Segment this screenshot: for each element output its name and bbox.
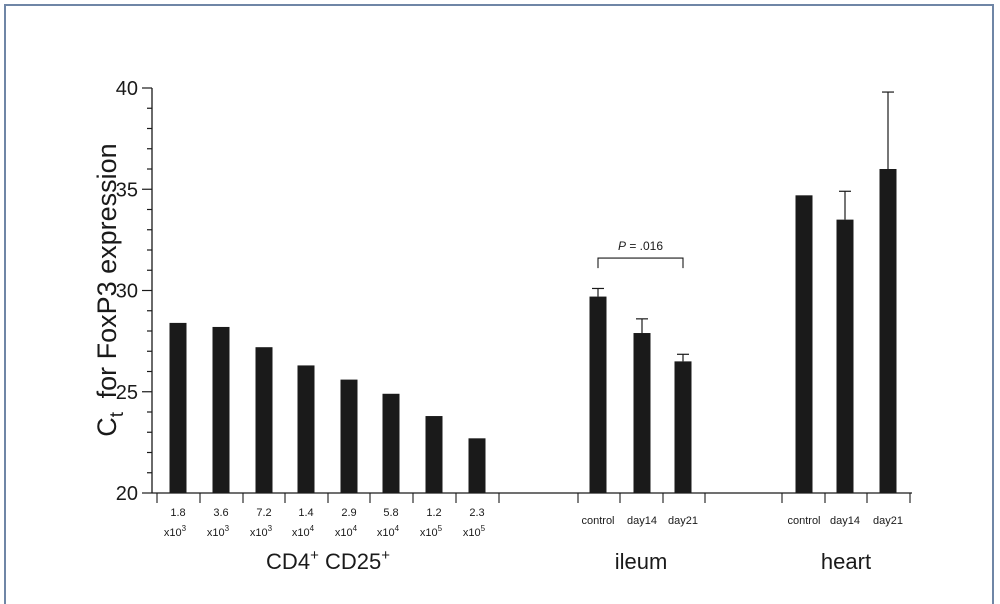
y-tick-label: 35 <box>116 179 138 201</box>
p-value-label: P = .016 <box>618 239 663 253</box>
x-category-label-exp: x105 <box>420 524 443 539</box>
x-category-label: 3.6 <box>213 507 228 519</box>
x-category-label-exp: x103 <box>250 524 273 539</box>
x-category-label: 2.3 <box>469 507 484 519</box>
x-category-label: control <box>787 515 820 527</box>
x-category-label: day14 <box>830 515 860 527</box>
x-category-label-exp: x104 <box>377 524 400 539</box>
bar <box>212 326 230 493</box>
x-category-label-exp: x103 <box>164 524 187 539</box>
bar <box>795 195 813 493</box>
x-category-label: 5.8 <box>383 507 398 519</box>
y-tick-label: 30 <box>116 281 138 303</box>
x-category-label: 2.9 <box>341 507 356 519</box>
group-label: CD4+ CD25+ <box>266 547 390 574</box>
y-tick-label: 40 <box>116 78 138 100</box>
x-category-label: day21 <box>873 515 903 527</box>
bar <box>425 416 443 493</box>
significance-bracket <box>597 257 684 269</box>
bar <box>468 438 486 493</box>
x-category-label: 1.8 <box>170 507 185 519</box>
group-label: heart <box>821 549 871 574</box>
x-category-label-exp: x105 <box>463 524 486 539</box>
y-tick-label: 20 <box>116 483 138 505</box>
bar <box>879 169 897 493</box>
x-category-label-exp: x104 <box>335 524 358 539</box>
bar <box>255 347 273 493</box>
bar <box>836 219 854 493</box>
x-category-label: control <box>581 515 614 527</box>
x-category-label: 7.2 <box>256 507 271 519</box>
bar <box>340 379 358 493</box>
bar <box>674 361 692 493</box>
bar <box>633 333 651 493</box>
group-label: ileum <box>615 549 668 574</box>
x-category-label-exp: x104 <box>292 524 315 539</box>
y-axis-label: Ct for FoxP3 expression <box>92 143 128 436</box>
x-category-label: day14 <box>627 515 657 527</box>
x-category-label-exp: x103 <box>207 524 230 539</box>
bar <box>589 296 607 493</box>
y-tick-label: 25 <box>116 382 138 404</box>
x-category-label: 1.2 <box>426 507 441 519</box>
x-category-label: day21 <box>668 515 698 527</box>
x-category-label: 1.4 <box>298 507 313 519</box>
bar <box>169 322 187 493</box>
chart-frame <box>4 4 994 604</box>
bar <box>297 365 315 493</box>
bar <box>382 393 400 493</box>
